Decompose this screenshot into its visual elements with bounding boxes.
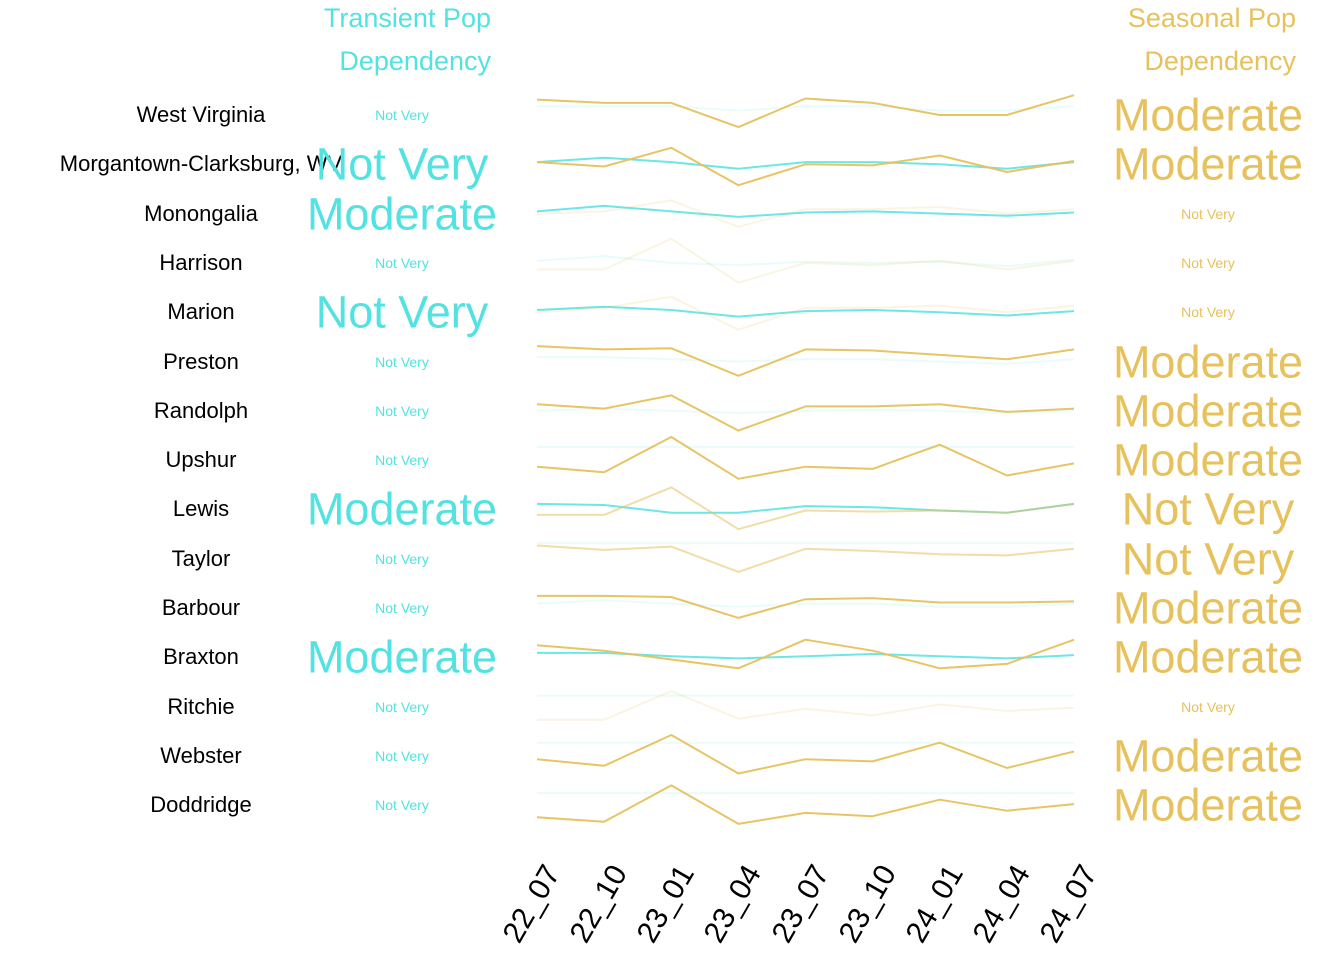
seasonal-level-badge: Moderate [1112,730,1304,782]
seasonal-line-9 [536,544,1075,573]
row-label: Upshur [165,447,237,473]
row-label: Morgantown-Clarksburg, WV [59,151,343,177]
transient-line-10 [536,599,1075,608]
seasonal-line-7 [536,436,1075,480]
seasonal-level-badge: Not Very [1181,304,1235,321]
row-label: Ritchie [167,693,235,719]
transient-level-badge: Not Very [375,452,429,469]
transient-header-line-1: Transient Pop [323,3,491,33]
seasonal-line-14 [536,784,1075,825]
seasonal-line-12 [537,690,1075,721]
seasonal-line-2 [536,199,1075,228]
transient-level-badge: Not Very [375,107,429,123]
row-label: Doddridge [150,792,252,818]
row-label: Barbour [161,595,241,620]
transient-level-badge: Moderate [306,631,498,683]
row-label: Harrison [159,249,243,275]
row-label: West Virginia [136,102,266,127]
row-label: Lewis [172,496,230,522]
transient-line-11 [537,651,1075,660]
seasonal-line-0 [536,94,1075,129]
seasonal-line-3 [537,237,1075,284]
row-label: Braxton [163,644,239,670]
transient-level-badge: Moderate [306,483,498,535]
seasonal-level-badge: Moderate [1112,582,1304,634]
seasonal-line-11 [536,638,1075,670]
seasonal-line-13 [536,734,1075,775]
seasonal-level-badge: Moderate [1112,385,1304,437]
seasonal-line-10 [537,594,1075,619]
row-label: Webster [160,742,242,768]
transient-line-0 [537,105,1075,112]
seasonal-level-badge: Moderate [1112,434,1304,486]
transient-level-badge: Not Very [375,254,429,271]
seasonal-line-1 [536,146,1075,187]
transient-level-badge: Not Very [375,550,429,567]
transient-level-badge: Not Very [375,698,429,715]
transient-level-badge: Not Very [375,600,429,616]
seasonal-level-badge: Not Very [1121,533,1295,585]
transient-level-badge: Not Very [315,286,489,338]
seasonal-line-6 [536,394,1075,432]
seasonal-header-line-2: Dependency [1144,46,1296,76]
seasonal-level-badge: Moderate [1112,89,1304,141]
seasonal-level-badge: Moderate [1112,336,1304,387]
transient-line-5 [537,356,1075,365]
row-label: Preston [163,348,239,374]
transient-level-badge: Not Very [375,797,429,814]
transient-line-4 [536,305,1075,318]
transient-level-badge: Moderate [306,188,498,240]
seasonal-line-5 [536,345,1075,377]
transient-level-badge: Not Very [315,138,489,190]
seasonal-level-badge: Not Very [1181,205,1235,222]
seasonal-line-4 [536,295,1075,331]
seasonal-level-badge: Not Very [1181,698,1235,715]
seasonal-line-8 [537,486,1075,531]
row-label: Taylor [171,545,231,571]
transient-level-badge: Not Very [375,747,429,764]
row-label: Marion [167,299,235,325]
transient-level-badge: Not Very [375,402,429,419]
seasonal-level-badge: Moderate [1112,138,1304,190]
seasonal-level-badge: Moderate [1112,631,1304,683]
seasonal-level-badge: Not Very [1121,483,1295,535]
transient-line-3 [536,255,1075,268]
seasonal-header-line-1: Seasonal Pop [1127,3,1296,33]
row-label: Monongalia [144,200,258,226]
transient-line-6 [536,407,1075,414]
transient-header-line-2: Dependency [339,46,491,76]
seasonal-level-badge: Not Very [1181,254,1235,271]
transient-level-badge: Not Very [375,353,429,370]
row-label: Randolph [153,397,249,423]
transient-line-2 [536,204,1075,218]
seasonal-level-badge: Moderate [1112,779,1304,831]
